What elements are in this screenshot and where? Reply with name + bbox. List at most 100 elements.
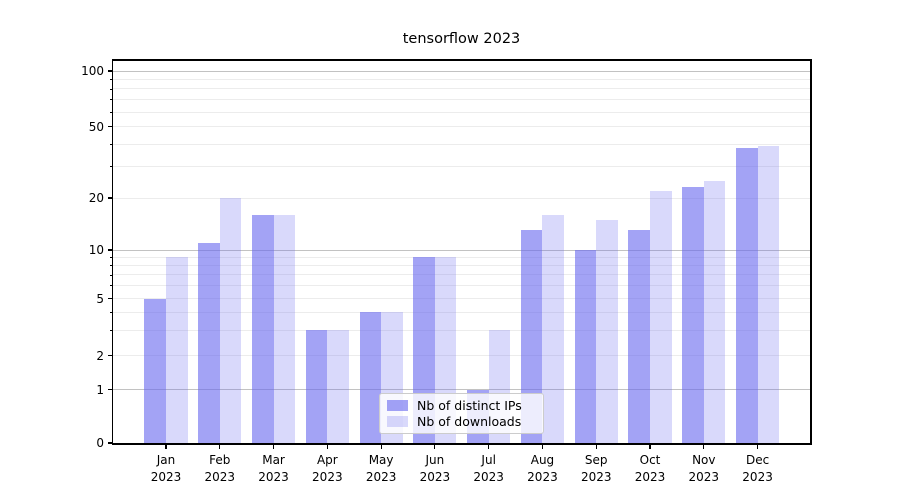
y-tick-mark: [108, 249, 113, 251]
y-minor-tick-mark: [110, 265, 113, 266]
y-tick-label: 20: [88, 191, 104, 205]
gridline-minor: [113, 311, 810, 313]
gridline-minor: [113, 165, 810, 167]
y-minor-tick-mark: [110, 298, 113, 299]
bar-distinct-ips: [628, 230, 650, 443]
y-tick-mark: [108, 388, 113, 391]
gridline-major: [113, 249, 810, 251]
x-tick-mark: [434, 444, 436, 449]
y-minor-tick-mark: [110, 311, 113, 313]
y-tick-label: 100: [81, 64, 104, 78]
y-tick-label: 50: [88, 119, 104, 134]
gridline-minor: [113, 265, 810, 267]
y-tick-label: 10: [88, 243, 104, 257]
y-tick-label: 2: [96, 348, 104, 363]
x-tick-label: May 2023: [365, 453, 397, 484]
spine-bottom: [111, 443, 812, 445]
x-tick-mark: [272, 444, 275, 449]
y-minor-tick-mark: [110, 256, 113, 258]
y-tick-label: 0: [96, 436, 104, 450]
bar-downloads: [166, 257, 188, 443]
bar-downloads: [703, 180, 726, 443]
x-tick-mark: [595, 444, 597, 449]
legend: Nb of distinct IPs Nb of downloads: [379, 393, 544, 434]
y-minor-tick-mark: [110, 329, 113, 331]
gridline-minor: [113, 78, 810, 80]
x-tick-mark: [380, 444, 382, 449]
x-tick-label: Mar 2023: [258, 453, 289, 484]
bar-distinct-ips: [520, 230, 543, 443]
bar-distinct-ips: [305, 330, 328, 443]
gridline-minor: [113, 329, 810, 331]
x-tick-label: Dec 2023: [742, 453, 773, 484]
gridline-minor: [113, 197, 810, 199]
gridline-minor: [113, 99, 810, 101]
x-tick-label: Jan 2023: [150, 453, 182, 484]
gridline-major: [113, 70, 810, 72]
y-minor-tick-mark: [110, 143, 113, 145]
y-minor-tick-mark: [110, 166, 113, 167]
bar-distinct-ips: [359, 312, 382, 443]
y-minor-tick-mark: [110, 355, 113, 356]
y-minor-tick-mark: [110, 79, 113, 80]
chart-title: tensorflow 2023: [402, 31, 521, 47]
x-tick-label: Apr 2023: [312, 453, 343, 484]
y-minor-tick-mark: [110, 197, 113, 199]
x-tick-label: Sep 2023: [580, 453, 612, 484]
x-tick-mark: [541, 444, 544, 449]
x-tick-label: Feb 2023: [204, 453, 236, 484]
gridline-minor: [113, 256, 810, 258]
x-tick-label: Jul 2023: [473, 453, 504, 484]
bar-downloads: [327, 330, 349, 443]
x-tick-mark: [165, 444, 167, 449]
legend-item-downloads: Nb of downloads: [387, 414, 536, 429]
bar-downloads: [596, 219, 618, 443]
x-tick-label: Oct 2023: [634, 453, 666, 484]
bar-distinct-ips: [251, 214, 274, 443]
gridline-minor: [113, 143, 810, 145]
y-minor-tick-mark: [110, 126, 113, 128]
x-tick-mark: [649, 444, 651, 449]
y-tick-label: 1: [96, 382, 104, 397]
bar-downloads: [757, 146, 780, 443]
bar-downloads: [650, 190, 672, 443]
y-minor-tick-mark: [110, 99, 113, 101]
y-minor-tick-mark: [110, 111, 113, 113]
legend-swatch-downloads: [387, 416, 408, 428]
x-tick-mark: [219, 444, 221, 449]
bar-downloads: [273, 214, 296, 443]
y-tick-mark: [108, 442, 113, 444]
y-tick-mark: [108, 70, 113, 72]
legend-label-downloads: Nb of downloads: [417, 414, 522, 430]
y-minor-tick-mark: [110, 285, 113, 287]
legend-item-distinct-ips: Nb of distinct IPs: [387, 398, 536, 413]
gridline-minor: [113, 298, 810, 299]
y-tick-label: 5: [96, 291, 104, 306]
y-minor-tick-mark: [110, 274, 113, 276]
x-tick-mark: [488, 444, 490, 449]
legend-swatch-distinct-ips: [387, 399, 408, 411]
spine-right: [810, 60, 812, 445]
x-tick-mark: [326, 444, 328, 449]
gridline-minor: [113, 111, 810, 113]
gridline-minor: [113, 88, 810, 90]
spine-top: [111, 59, 812, 61]
x-tick-mark: [703, 444, 705, 449]
x-tick-label: Nov 2023: [688, 453, 720, 484]
x-tick-label: Jun 2023: [419, 453, 451, 484]
x-tick-mark: [756, 444, 759, 449]
gridline-minor: [113, 274, 810, 276]
gridline-minor: [113, 126, 810, 128]
y-minor-tick-mark: [110, 88, 113, 90]
x-tick-label: Aug 2023: [527, 453, 558, 484]
bar-downloads: [219, 198, 242, 443]
bar-distinct-ips: [198, 242, 220, 443]
spine-left: [111, 60, 113, 445]
bar-distinct-ips: [574, 250, 597, 443]
gridline-major: [113, 389, 810, 390]
bar-downloads: [542, 214, 565, 443]
bar-distinct-ips: [735, 148, 758, 443]
gridline-minor: [113, 285, 810, 287]
legend-label-distinct-ips: Nb of distinct IPs: [417, 397, 522, 413]
